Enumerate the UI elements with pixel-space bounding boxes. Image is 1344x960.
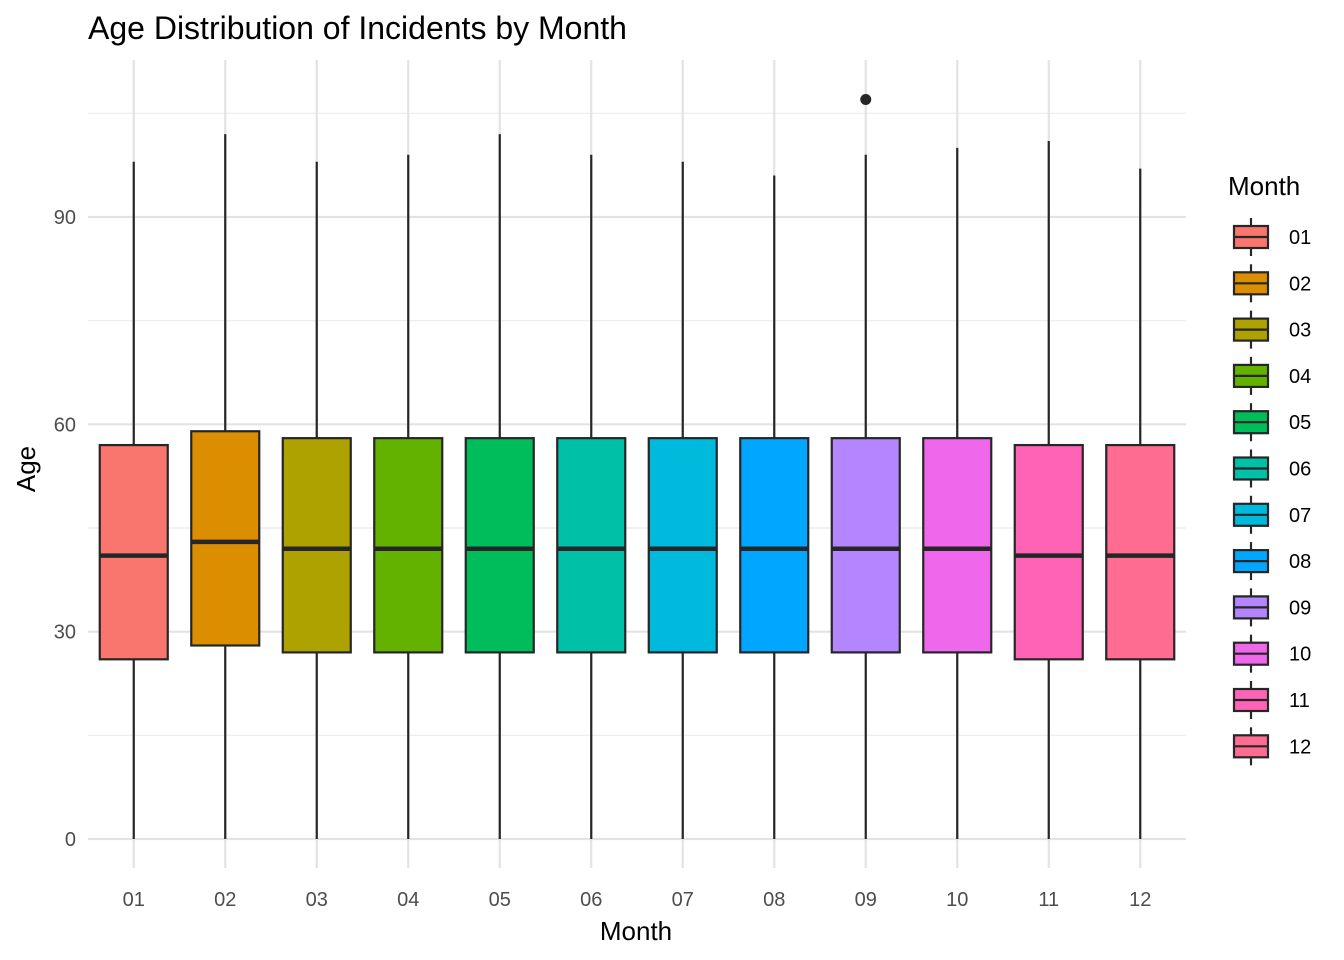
- x-tick-label: 06: [580, 889, 602, 911]
- iqr-box: [830, 437, 901, 654]
- legend-label: 04: [1289, 366, 1311, 388]
- boxes-group: [98, 94, 1176, 839]
- legend-label: 03: [1289, 320, 1311, 342]
- iqr-box: [281, 437, 352, 654]
- legend-item-03: 03: [1232, 310, 1311, 349]
- iqr-box: [647, 437, 718, 654]
- iqr-box: [98, 443, 169, 661]
- iqr-box: [739, 437, 810, 654]
- legend-label: 02: [1289, 273, 1311, 295]
- box-month-11: [1013, 140, 1084, 839]
- legend-label: 10: [1289, 644, 1311, 666]
- y-axis-ticks: 0 30 60 90: [54, 207, 76, 851]
- legend-item-01: 01: [1232, 218, 1311, 256]
- y-tick-label: 0: [65, 829, 76, 851]
- legend-label: 12: [1289, 736, 1311, 758]
- box-month-08: [739, 175, 810, 839]
- iqr-box: [464, 437, 535, 654]
- legend-label: 06: [1289, 459, 1311, 481]
- legend: Month 01 02 03 04 05 06 07 08 09 10 11 12: [1228, 171, 1311, 766]
- y-tick-label: 60: [54, 414, 76, 436]
- x-tick-label: 02: [214, 889, 236, 911]
- x-axis-ticks: 01 02 03 04 05 06 07 08 09 10 11 12: [123, 889, 1152, 911]
- legend-item-07: 07: [1232, 495, 1311, 534]
- legend-item-11: 11: [1232, 681, 1310, 719]
- legend-item-06: 06: [1232, 449, 1311, 488]
- outlier-point: [860, 94, 872, 106]
- box-month-07: [647, 161, 718, 839]
- box-month-12: [1105, 168, 1176, 839]
- box-month-01: [98, 161, 169, 839]
- x-tick-label: 10: [946, 889, 968, 911]
- legend-item-05: 05: [1232, 403, 1311, 442]
- x-tick-label: 05: [489, 889, 511, 911]
- legend-label: 09: [1289, 597, 1311, 619]
- y-tick-label: 90: [54, 207, 76, 229]
- iqr-box: [373, 437, 444, 654]
- legend-label: 01: [1289, 227, 1311, 249]
- x-tick-label: 07: [672, 889, 694, 911]
- legend-item-09: 09: [1232, 588, 1311, 627]
- iqr-box: [556, 437, 627, 654]
- legend-item-04: 04: [1232, 356, 1311, 395]
- legend-item-08: 08: [1232, 542, 1311, 581]
- legend-title: Month: [1228, 171, 1300, 201]
- x-tick-label: 01: [123, 889, 145, 911]
- iqr-box: [922, 437, 993, 654]
- iqr-box: [1013, 443, 1084, 661]
- legend-item-12: 12: [1232, 727, 1311, 766]
- legend-label: 07: [1289, 505, 1311, 527]
- y-axis-title: Age: [11, 446, 41, 492]
- x-tick-label: 03: [306, 889, 328, 911]
- box-month-06: [556, 154, 627, 839]
- y-tick-label: 30: [54, 622, 76, 644]
- iqr-box: [1105, 443, 1176, 661]
- legend-label: 08: [1289, 551, 1311, 573]
- x-tick-label: 12: [1129, 889, 1151, 911]
- x-tick-label: 11: [1038, 889, 1059, 911]
- x-axis-title: Month: [600, 916, 672, 946]
- legend-item-10: 10: [1232, 634, 1311, 673]
- box-month-10: [922, 147, 993, 839]
- legend-item-02: 02: [1232, 264, 1311, 303]
- box-month-02: [190, 134, 261, 839]
- x-tick-label: 08: [763, 889, 785, 911]
- box-month-03: [281, 161, 352, 839]
- legend-label: 11: [1289, 690, 1310, 712]
- chart-title: Age Distribution of Incidents by Month: [88, 10, 627, 46]
- box-month-09: [830, 94, 901, 839]
- box-month-04: [373, 154, 444, 839]
- legend-label: 05: [1289, 412, 1311, 434]
- box-month-05: [464, 134, 535, 839]
- x-tick-label: 09: [855, 889, 877, 911]
- x-tick-label: 04: [397, 889, 419, 911]
- iqr-box: [190, 430, 261, 647]
